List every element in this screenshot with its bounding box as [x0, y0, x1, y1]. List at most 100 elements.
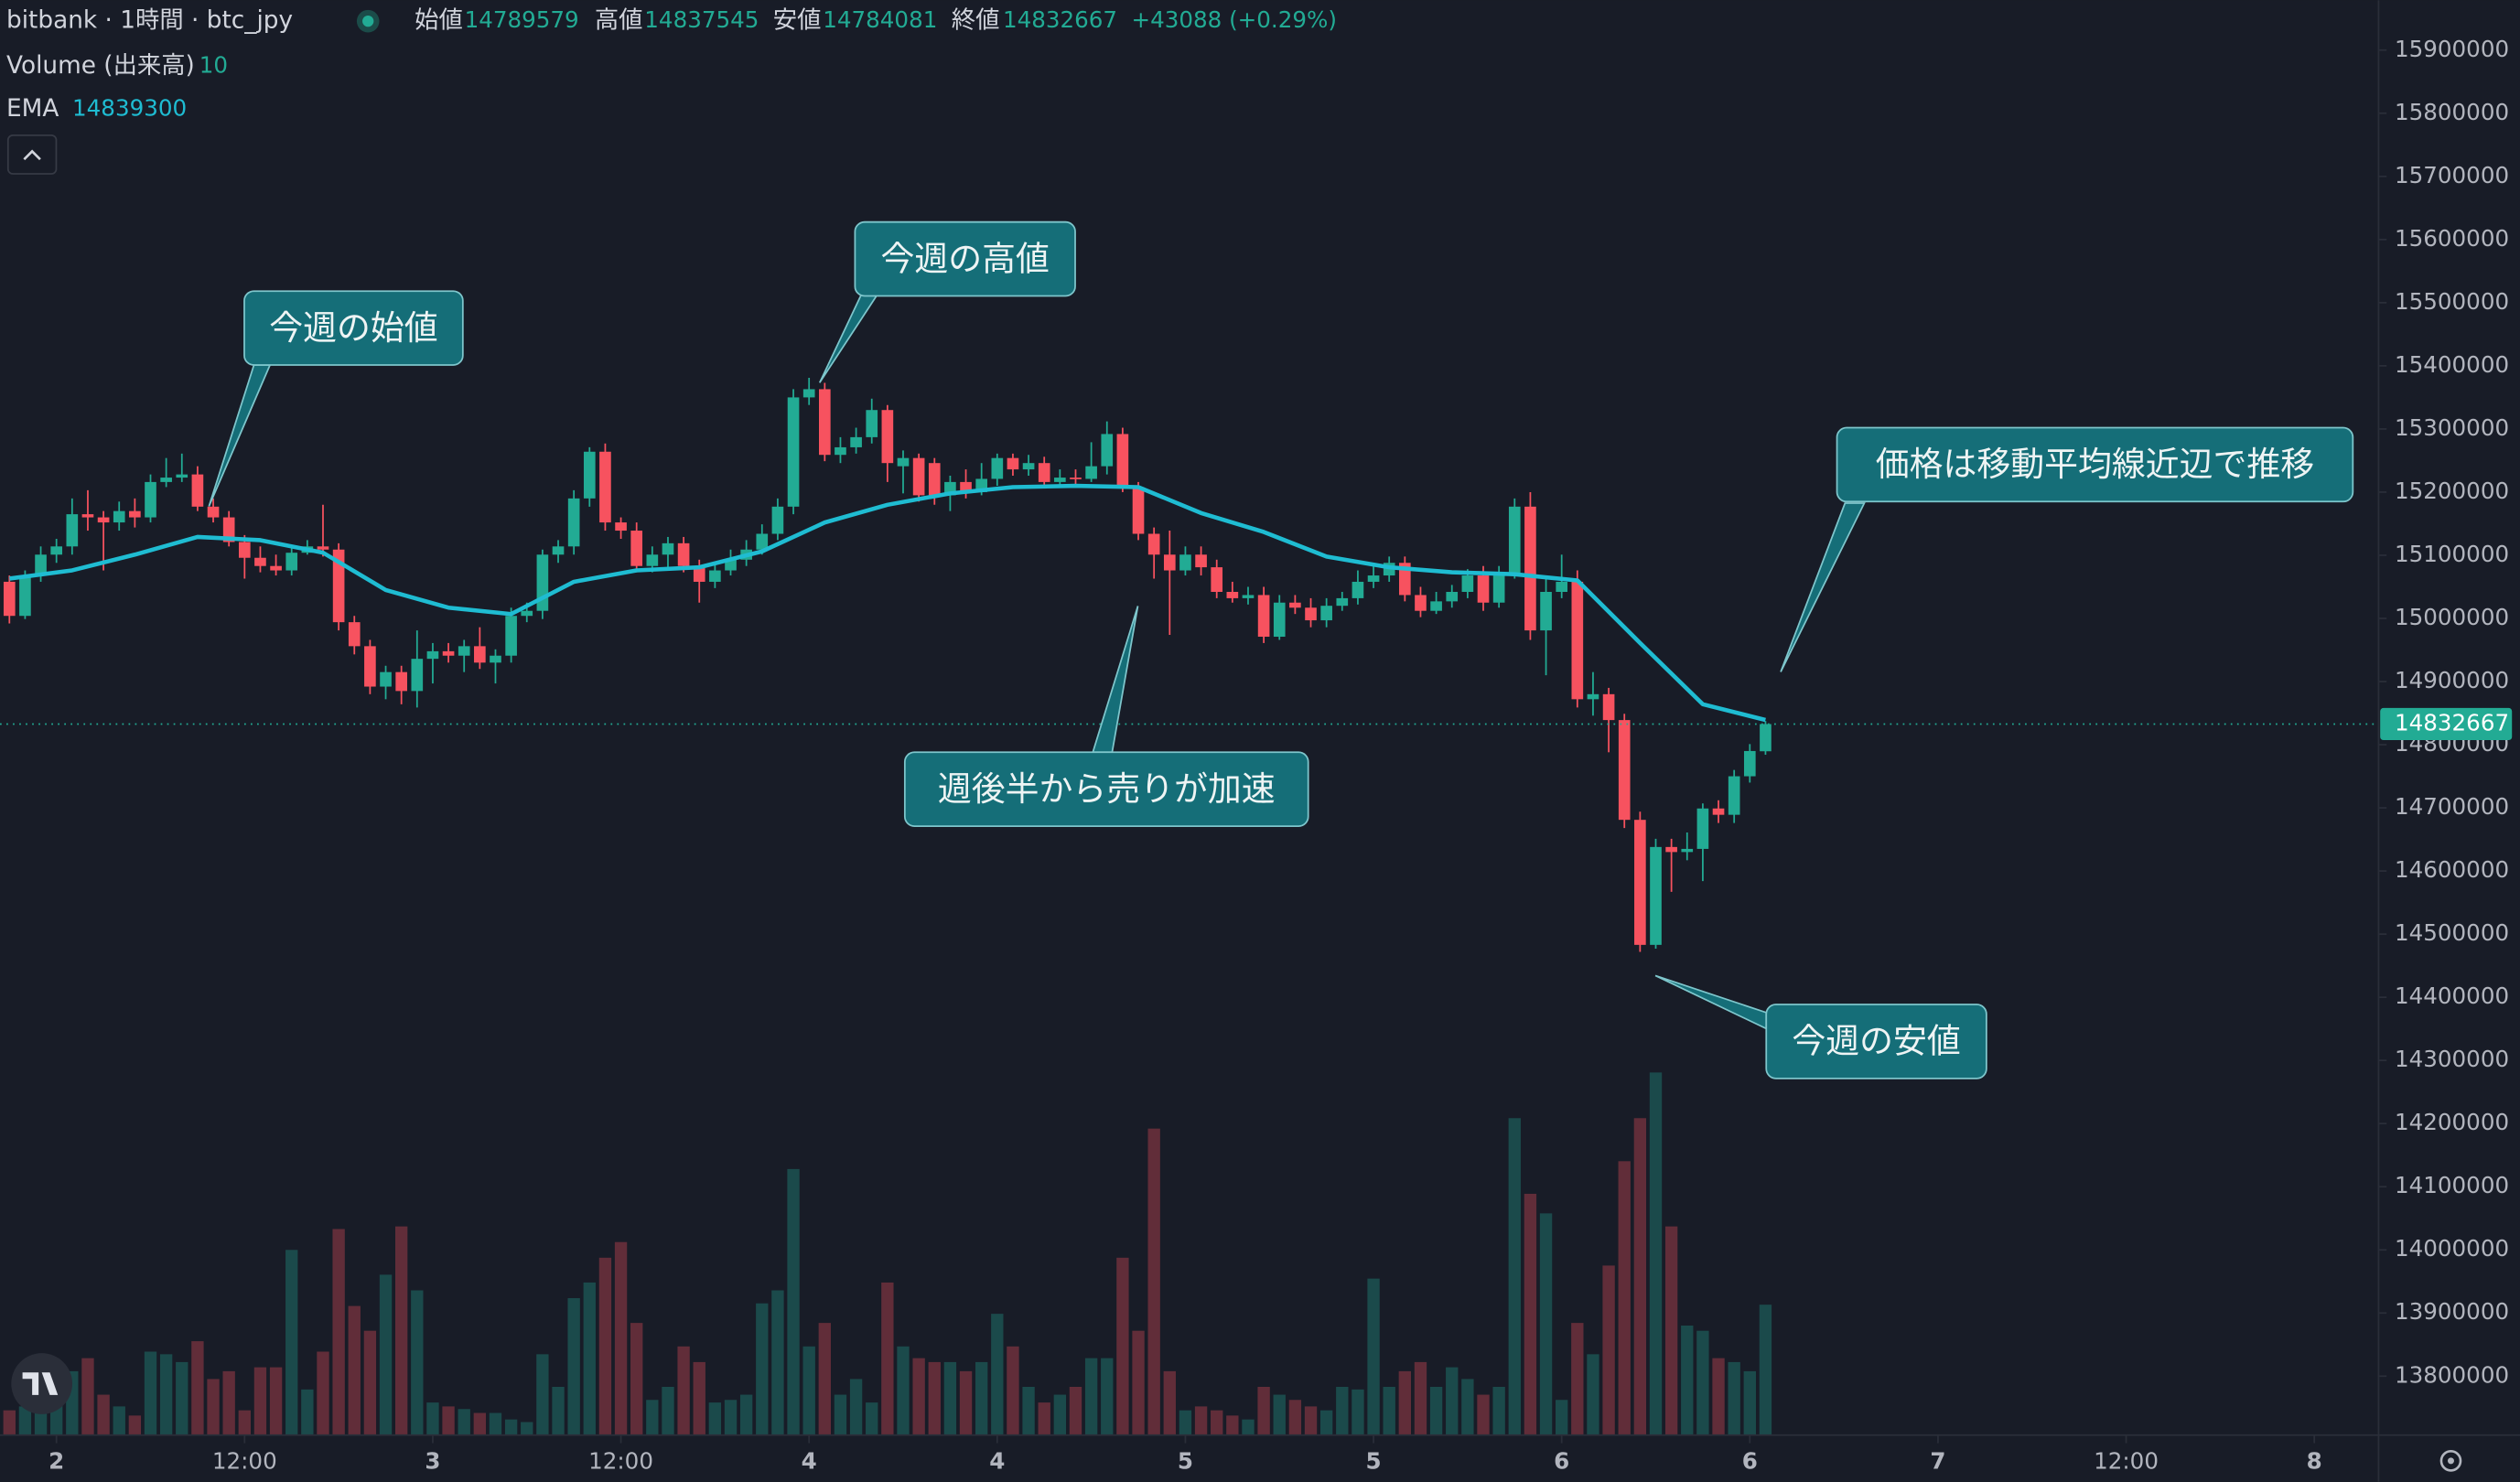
candle-body — [583, 451, 596, 499]
x-tick-label: 12:00 — [212, 1448, 277, 1475]
y-tick-label: 15700000 — [2395, 162, 2509, 188]
ohlc-label: 始値 — [415, 7, 463, 35]
volume-bar — [489, 1412, 502, 1435]
callout-text: 今週の安値 — [1792, 1022, 1960, 1061]
x-tick-label: 12:00 — [588, 1448, 653, 1475]
volume-bar — [1556, 1400, 1568, 1435]
x-tick-label: 5 — [1178, 1448, 1193, 1475]
candle-body — [505, 616, 517, 656]
candle-body — [646, 554, 659, 566]
volume-bar — [1587, 1354, 1599, 1435]
y-tick-label: 15500000 — [2395, 288, 2509, 315]
candle-body — [176, 474, 188, 478]
candle-body — [1367, 575, 1380, 582]
volume-bar — [1022, 1386, 1035, 1435]
volume-bar — [159, 1354, 173, 1435]
volume-bar — [536, 1354, 549, 1435]
candle-body — [1305, 607, 1317, 621]
volume-bar — [1712, 1358, 1725, 1435]
volume-bar — [1304, 1406, 1318, 1435]
y-tick-label: 15800000 — [2395, 99, 2509, 125]
candle-body — [771, 506, 784, 534]
candle-body — [19, 575, 31, 617]
candle-body — [1211, 567, 1223, 593]
candle-body — [1289, 602, 1301, 608]
volume-bar — [1132, 1330, 1145, 1435]
volume-bar — [442, 1406, 455, 1435]
volume-bar — [1163, 1370, 1176, 1435]
volume-bar — [317, 1351, 329, 1435]
logo[interactable] — [11, 1353, 73, 1414]
candle-body — [1226, 592, 1239, 598]
ema-legend: EMA — [6, 95, 59, 123]
volume-bar — [301, 1389, 314, 1435]
candle-body — [897, 457, 910, 467]
last-price-box — [2380, 707, 2513, 741]
y-tick-label: 14000000 — [2395, 1235, 2509, 1262]
volume-layer — [3, 1072, 1772, 1435]
candle-body — [1101, 434, 1114, 467]
volume-bar — [458, 1409, 470, 1435]
volume-bar — [598, 1257, 612, 1435]
volume-bar — [1053, 1394, 1067, 1435]
last-price-label: 14832667 — [2395, 709, 2509, 736]
x-tick-label: 8 — [2307, 1448, 2322, 1475]
candle-body — [1446, 592, 1459, 602]
candle-body — [1320, 606, 1332, 621]
ohlc-value: 14832667 — [1003, 6, 1117, 33]
volume-bar — [1759, 1305, 1772, 1435]
collapse-button[interactable] — [6, 134, 58, 175]
candle-body — [521, 610, 533, 617]
x-tick-label: 2 — [48, 1448, 64, 1475]
overlay-layer — [0, 483, 2379, 725]
volume-bar — [1367, 1278, 1380, 1435]
x-tick-label: 5 — [1366, 1448, 1382, 1475]
volume-bar — [128, 1415, 142, 1435]
candle-body — [1712, 808, 1725, 815]
candle-body — [1508, 506, 1521, 576]
candle-body — [1696, 808, 1709, 849]
y-tick-label: 14100000 — [2395, 1172, 2509, 1198]
volume-bar — [739, 1394, 753, 1435]
callout-pointer — [1780, 502, 1866, 672]
candle-body — [1147, 533, 1160, 555]
candle-body — [238, 542, 251, 558]
candle-body — [1179, 554, 1191, 571]
x-tick-label: 4 — [989, 1448, 1005, 1475]
volume-bar — [708, 1402, 722, 1435]
candle-body — [1336, 597, 1349, 607]
volume-bar — [912, 1358, 925, 1435]
volume-bar — [1618, 1161, 1631, 1435]
x-tick-label: 6 — [1554, 1448, 1569, 1475]
volume-bar — [1101, 1358, 1114, 1435]
volume-bar — [1257, 1386, 1270, 1435]
candle-body — [97, 517, 110, 523]
volume-bar — [1649, 1072, 1663, 1435]
candle-body — [1007, 457, 1019, 470]
y-tick-label: 14700000 — [2395, 793, 2509, 820]
volume-bar — [1492, 1386, 1505, 1435]
volume-bar — [238, 1410, 251, 1435]
volume-bar — [802, 1346, 815, 1435]
candle-body — [1634, 820, 1646, 945]
settings-button[interactable] — [2439, 1450, 2462, 1472]
volume-bar — [724, 1400, 738, 1435]
volume-bar — [1084, 1358, 1098, 1435]
ema-legend-value: 14839300 — [72, 95, 187, 122]
candle-body — [1461, 575, 1474, 593]
candle-body — [364, 646, 376, 687]
candle-body — [991, 457, 1004, 479]
settings-icon — [2447, 1457, 2454, 1465]
volume-bar — [1226, 1415, 1239, 1435]
volume-bar — [1602, 1265, 1615, 1435]
volume-bar — [975, 1361, 988, 1435]
callout-box — [1836, 426, 2354, 503]
candle-body — [802, 389, 815, 398]
candle-body — [536, 554, 549, 611]
y-tick-label: 14600000 — [2395, 856, 2509, 883]
candle-body — [850, 436, 862, 447]
candle-body — [787, 397, 800, 507]
volume-bar — [253, 1367, 267, 1435]
candle-body — [458, 646, 470, 656]
